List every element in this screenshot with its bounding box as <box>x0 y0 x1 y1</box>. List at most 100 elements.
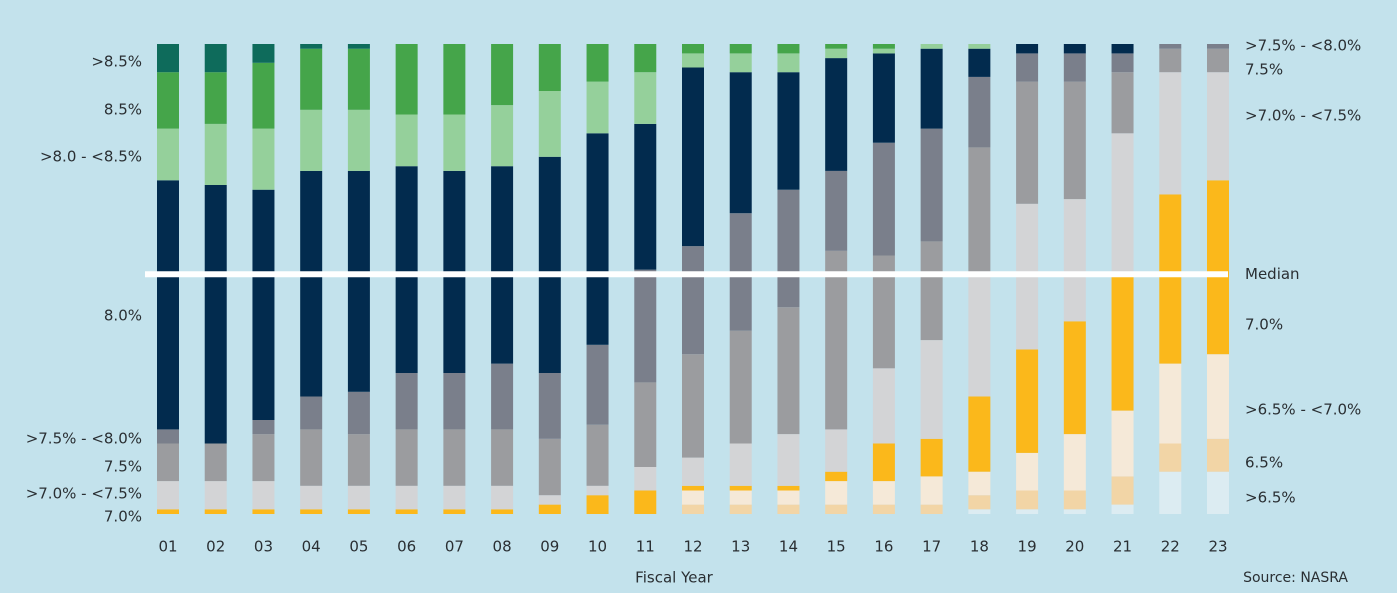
bar-segment <box>347 109 370 171</box>
x-tick-label: 09 <box>540 538 559 556</box>
bar-segment <box>825 504 848 514</box>
bar-segment <box>872 53 895 143</box>
bar-segment <box>729 53 752 73</box>
bar-segment <box>777 44 800 54</box>
bar-segment <box>538 373 561 439</box>
legend-label: 8.0% <box>104 307 142 325</box>
bar-segment <box>1159 44 1182 49</box>
bar-segment <box>682 504 704 514</box>
bar-segment <box>538 495 561 505</box>
bar-segment <box>825 44 848 49</box>
bar-segment <box>1016 349 1039 453</box>
bar-segment <box>204 123 227 185</box>
bar-segment <box>682 53 704 68</box>
legend-label: >8.0 - <8.5% <box>40 148 142 166</box>
bar-segment <box>920 504 943 514</box>
bar-segment <box>157 429 179 444</box>
bar-segment <box>157 443 179 482</box>
bar-segment <box>300 485 323 510</box>
bar-segment <box>252 44 275 63</box>
bar-segment <box>872 481 895 505</box>
x-tick-label: 16 <box>874 538 893 556</box>
source: Source: NASRA <box>1243 570 1348 586</box>
x-tick-label: 13 <box>731 538 750 556</box>
bar-segment <box>634 490 657 514</box>
bar-segment <box>872 48 895 54</box>
bar-segment <box>777 485 800 491</box>
x-tick-label: 17 <box>922 538 941 556</box>
bar-segment <box>872 255 895 369</box>
x-tick-label: 08 <box>493 538 512 556</box>
bar-segment <box>968 471 991 496</box>
bar-segment <box>682 246 704 355</box>
bar-segment <box>157 481 179 510</box>
bar-segment <box>538 156 561 373</box>
bar-segment <box>1063 199 1086 322</box>
bar-segment <box>920 48 943 129</box>
bar-segment <box>1111 133 1134 275</box>
bar-segment <box>538 44 561 91</box>
bar-segment <box>634 467 657 491</box>
bar-segment <box>538 91 561 157</box>
bar-segment <box>157 44 179 73</box>
bar-segment <box>825 250 848 430</box>
bar-segment <box>586 133 609 345</box>
bar-segment <box>443 485 466 510</box>
x-tick-label: 01 <box>158 538 177 556</box>
bar-segment <box>1063 509 1086 514</box>
bar-segment <box>586 81 609 134</box>
bar-segment <box>491 105 514 167</box>
x-tick-label: 10 <box>588 538 607 556</box>
bar-segment <box>1207 72 1229 181</box>
bar-segment <box>395 44 418 115</box>
bar-segment <box>347 485 370 510</box>
bar-segment <box>491 429 514 486</box>
bar-segment <box>1207 471 1229 514</box>
bar-segment <box>682 354 704 458</box>
bar-segment <box>1016 452 1039 491</box>
x-tick-label: 21 <box>1113 538 1132 556</box>
x-tick-label: 22 <box>1161 538 1180 556</box>
bar-segment <box>300 509 323 514</box>
bar-segment <box>395 166 418 373</box>
bar-segment <box>1016 53 1039 82</box>
bar-segment <box>825 170 848 251</box>
bar-segment <box>443 509 466 514</box>
legend-label: >7.5% - <8.0% <box>1245 37 1361 55</box>
legend-label: 7.5% <box>1245 61 1283 79</box>
bar-segment <box>729 504 752 514</box>
bar-segment <box>157 72 179 129</box>
bar-segment <box>682 457 704 486</box>
bar-segment <box>395 429 418 486</box>
bar-segment <box>1063 321 1086 435</box>
x-tick-label: 04 <box>302 538 321 556</box>
bar-segment <box>729 443 752 486</box>
bar-segment <box>347 170 370 392</box>
bar-segment <box>920 241 943 341</box>
bar-segment <box>586 44 609 82</box>
bar-segment <box>491 485 514 510</box>
x-tick-label: 23 <box>1208 538 1227 556</box>
bar-segment <box>1063 81 1086 200</box>
bar-segment <box>1159 471 1182 514</box>
bar-segment <box>252 481 275 510</box>
bar-segment <box>634 382 657 467</box>
x-tick-label: 11 <box>636 538 655 556</box>
bar-segment <box>443 429 466 486</box>
bar-segment <box>920 340 943 439</box>
bar-segment <box>491 166 514 364</box>
bar-segment <box>872 504 895 514</box>
bar-segment <box>682 44 704 54</box>
bar-segment <box>1111 53 1134 73</box>
bar-segment <box>729 490 752 505</box>
bar-segment <box>204 185 227 444</box>
bar-segment <box>586 495 609 514</box>
bar-segment <box>872 44 895 49</box>
bar-segment <box>157 509 179 514</box>
bar-segment <box>1207 48 1229 73</box>
bar-segment <box>1016 490 1039 510</box>
bar-segment <box>1207 354 1229 439</box>
bar-segment <box>1063 434 1086 491</box>
bar-segment <box>777 189 800 308</box>
